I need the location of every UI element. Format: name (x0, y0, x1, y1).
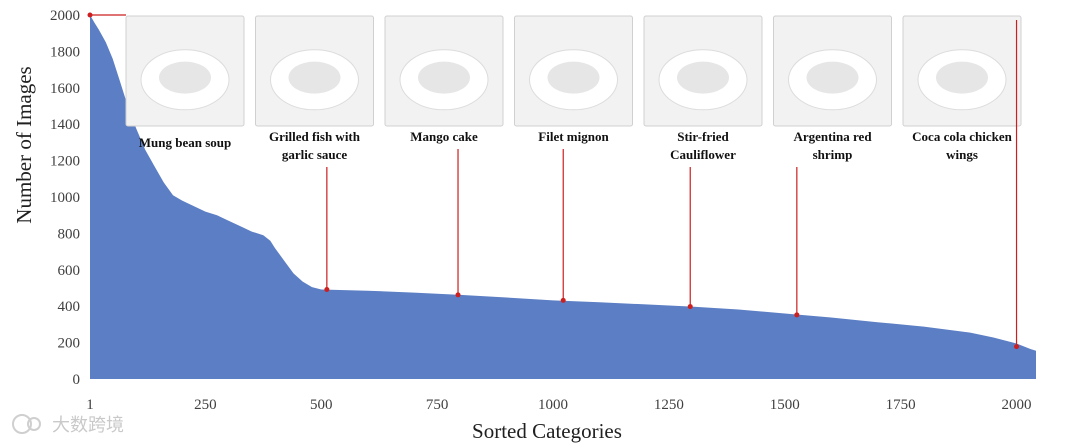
annotation-2: Mango cake (384, 15, 504, 298)
food-icon (936, 61, 988, 94)
food-icon (418, 61, 470, 94)
food-icon (677, 61, 729, 94)
watermark: 大数跨境 (12, 414, 124, 436)
x-tick-label: 250 (194, 397, 217, 413)
annotation-5: Argentina red shrimp (773, 15, 892, 318)
annotation-marker (324, 286, 330, 292)
x-tick-label: 1250 (654, 397, 684, 413)
y-tick-label: 600 (58, 263, 81, 279)
x-tick-label: 1000 (538, 397, 568, 413)
y-tick-label: 1400 (50, 117, 80, 133)
food-icon (288, 61, 341, 94)
watermark-logo-icon-part (27, 417, 41, 431)
y-tick-label: 2000 (50, 8, 80, 24)
annotation-label: Coca cola chicken (912, 129, 1012, 144)
annotation-marker (455, 292, 461, 298)
annotation-0: Mung bean soup (87, 12, 245, 150)
annotation-label: garlic sauce (282, 147, 348, 162)
annotation-marker (1014, 344, 1020, 350)
annotation-label: Mung bean soup (139, 135, 231, 150)
y-tick-label: 1600 (50, 81, 80, 97)
x-tick-label: 500 (310, 397, 333, 413)
annotation-label: Grilled fish with (269, 129, 361, 144)
y-axis-title: Number of Images (12, 66, 36, 223)
annotation-label: Filet mignon (538, 129, 609, 144)
annotation-label: shrimp (813, 147, 853, 162)
y-tick-label: 1200 (50, 154, 80, 170)
annotation-label: wings (946, 147, 978, 162)
food-icon (547, 61, 600, 94)
x-tick-label: 1 (86, 397, 94, 413)
y-tick-label: 1000 (50, 190, 80, 206)
x-tick-label: 750 (426, 397, 449, 413)
x-axis-title: Sorted Categories (472, 419, 622, 443)
annotation-marker (87, 12, 93, 18)
annotation-label: Mango cake (410, 129, 478, 144)
annotation-marker (560, 297, 566, 303)
annotation-1: Grilled fish with garlic sauce (255, 15, 374, 292)
annotation-marker (794, 312, 800, 318)
annotation-label: Stir-fried (677, 129, 729, 144)
y-tick-label: 200 (58, 336, 81, 352)
annotation-label: Argentina red (793, 129, 872, 144)
plot-area (90, 15, 1036, 379)
x-tick-label: 1500 (770, 397, 800, 413)
annotation-6: Coca cola chicken wings (902, 15, 1022, 350)
y-tick-label: 0 (73, 372, 81, 388)
y-tick-label: 1800 (50, 44, 80, 60)
annotation-label: Cauliflower (670, 147, 736, 162)
y-tick-label: 400 (58, 299, 81, 315)
watermark-logo-icon (12, 414, 32, 434)
annotations: Mung bean soup Grilled fish with garlic sa… (87, 12, 1022, 350)
area-series-0 (90, 15, 1036, 379)
annotation-3: Filet mignon (514, 15, 633, 303)
y-tick-label: 800 (58, 226, 81, 242)
x-tick-label: 1750 (886, 397, 916, 413)
annotation-marker (687, 304, 693, 310)
food-icon (159, 61, 211, 94)
x-tick-label: 2000 (1002, 397, 1032, 413)
watermark-text: 大数跨境 (52, 415, 124, 436)
annotation-4: Stir-fried Cauliflower (643, 15, 763, 310)
food-icon (806, 61, 859, 94)
